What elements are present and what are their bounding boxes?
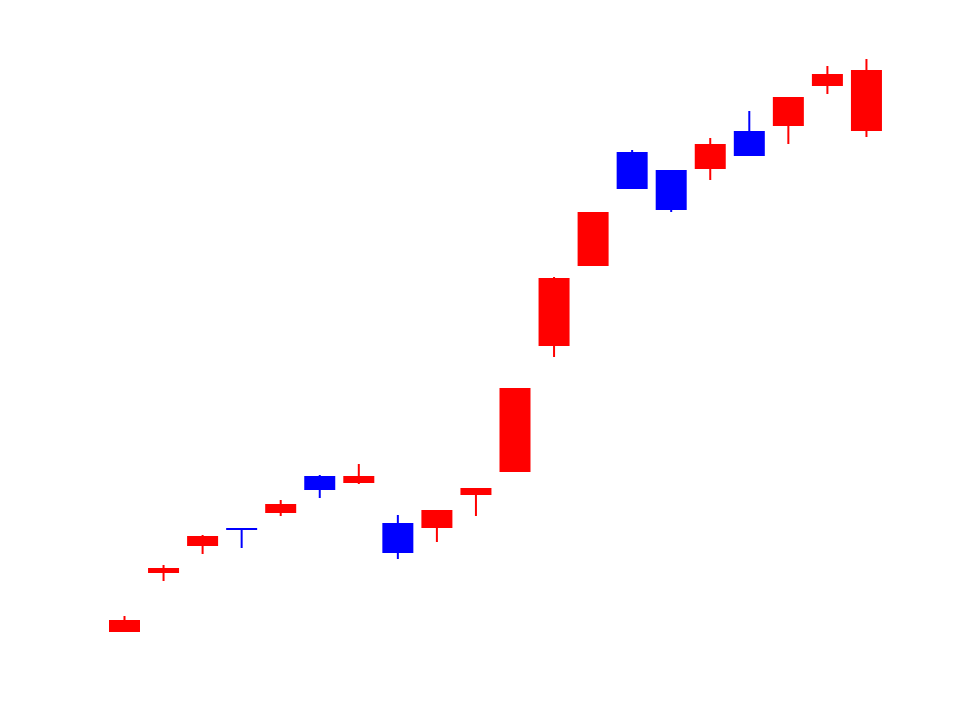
candle-7-body [343, 476, 375, 483]
candle-1-body [109, 620, 140, 632]
candle-10-body [460, 488, 492, 495]
candle-2-body [148, 568, 180, 573]
candle-8-body [382, 523, 414, 553]
candle-18-body [772, 97, 804, 126]
candle-4-body [226, 528, 258, 530]
candle-11-body [499, 388, 531, 472]
candle-15-body [655, 170, 687, 210]
candle-9-body [421, 510, 453, 528]
candle-14-body [616, 152, 648, 189]
candles-group [109, 59, 882, 632]
candle-12-body [538, 278, 570, 346]
candle-16-body [694, 144, 726, 169]
candle-5-body [265, 504, 297, 513]
candle-6-body [304, 476, 336, 490]
candle-17-body [733, 131, 765, 156]
candle-19-body [811, 74, 843, 86]
candle-13-body [577, 212, 609, 266]
candle-20-body [850, 70, 882, 131]
candle-3-body [187, 536, 219, 546]
